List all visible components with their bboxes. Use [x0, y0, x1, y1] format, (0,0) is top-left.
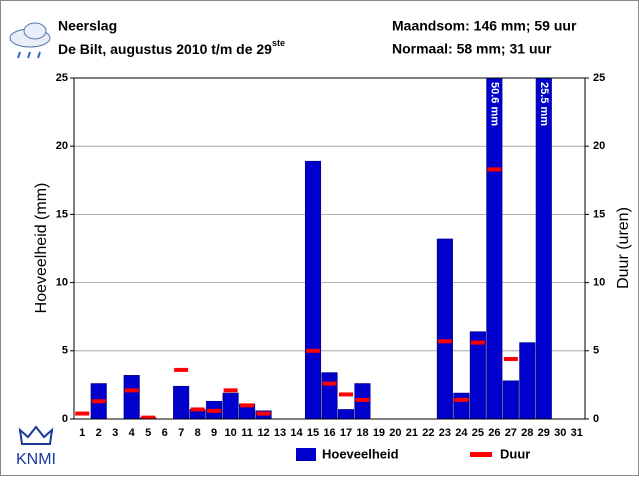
x-tick-label: 5	[145, 427, 151, 439]
duration-marker	[207, 408, 222, 413]
y2-tick-label: 0	[593, 413, 599, 425]
y-axis-title: Hoeveelheid (mm)	[33, 183, 50, 314]
x-tick-label: 21	[406, 427, 418, 439]
subtitle-text: De Bilt, augustus 2010 t/m de 29	[58, 41, 272, 57]
bar	[337, 409, 355, 419]
bar	[173, 385, 190, 419]
bar	[123, 375, 140, 419]
duration-marker	[256, 411, 271, 416]
duration-marker	[338, 392, 353, 397]
duration-marker	[322, 381, 337, 386]
x-tick-label: 15	[307, 427, 319, 439]
duration-marker	[75, 411, 90, 416]
summary-month: Maandsom: 146 mm; 59 uur	[392, 18, 577, 34]
duration-marker	[91, 399, 106, 404]
x-tick-label: 8	[195, 427, 201, 439]
x-tick-label: 1	[79, 427, 85, 439]
summary-normal: Normaal: 58 mm; 31 uur	[392, 41, 552, 57]
y2-axis-title: Duur (uren)	[615, 207, 632, 289]
x-tick-label: 22	[422, 427, 434, 439]
duration-marker	[470, 340, 485, 345]
x-tick-label: 29	[538, 427, 550, 439]
x-tick-label: 6	[162, 427, 168, 439]
x-tick-label: 16	[323, 427, 335, 439]
y-tick-label: 25	[56, 72, 68, 84]
duration-marker	[223, 388, 238, 393]
y-tick-label: 15	[56, 208, 68, 220]
x-tick-label: 24	[455, 427, 468, 439]
x-tick-label: 27	[505, 427, 517, 439]
x-tick-label: 11	[241, 427, 253, 439]
bar	[502, 380, 519, 419]
x-tick-label: 30	[554, 427, 566, 439]
chart-subtitle: De Bilt, augustus 2010 t/m de 29ste	[58, 38, 285, 56]
logo-text: KNMI	[16, 451, 56, 468]
y2-tick-label: 10	[593, 277, 605, 289]
bar	[469, 331, 486, 419]
x-tick-label: 20	[389, 427, 401, 439]
duration-marker	[174, 367, 189, 372]
x-tick-label: 17	[340, 427, 352, 439]
duration-marker	[240, 403, 255, 408]
x-tick-label: 4	[129, 427, 136, 439]
bar	[436, 238, 453, 419]
x-tick-label: 9	[211, 427, 217, 439]
bar	[453, 392, 470, 419]
bar	[486, 78, 503, 419]
legend-swatch	[296, 448, 316, 461]
duration-marker	[141, 415, 156, 419]
duration-marker	[124, 388, 139, 393]
bar	[519, 342, 536, 419]
x-tick-label: 2	[96, 427, 102, 439]
y2-tick-label: 15	[593, 208, 605, 220]
y2-tick-label: 5	[593, 345, 599, 357]
y2-tick-label: 20	[593, 140, 605, 152]
x-tick-label: 23	[439, 427, 451, 439]
y-tick-label: 20	[56, 140, 68, 152]
bar-value-label: 50.6 mm	[488, 82, 500, 126]
duration-marker	[437, 339, 452, 344]
x-tick-label: 25	[472, 427, 484, 439]
chart-title: Neerslag	[58, 18, 117, 34]
bar	[304, 160, 322, 419]
plot-frame	[73, 77, 586, 420]
x-tick-label: 28	[521, 427, 533, 439]
subtitle-sup: ste	[272, 38, 285, 48]
legend-label: Duur	[500, 446, 530, 461]
duration-marker	[503, 356, 518, 361]
rain-icon	[9, 22, 51, 59]
legend-swatch	[470, 452, 492, 457]
y-tick-label: 0	[62, 413, 68, 425]
duration-marker	[487, 167, 502, 172]
x-tick-label: 14	[290, 427, 303, 439]
x-tick-label: 7	[178, 427, 184, 439]
bar	[222, 392, 239, 419]
x-tick-label: 31	[571, 427, 583, 439]
x-tick-label: 18	[356, 427, 368, 439]
y2-tick-label: 25	[593, 72, 605, 84]
x-tick-label: 12	[257, 427, 269, 439]
plot-area	[75, 78, 552, 419]
bar	[535, 78, 552, 419]
y-tick-label: 5	[62, 345, 68, 357]
knmi-logo: KNMI	[16, 425, 56, 468]
duration-marker	[454, 397, 469, 402]
duration-marker	[190, 407, 205, 412]
duration-marker	[306, 348, 321, 353]
x-tick-label: 10	[224, 427, 236, 439]
legend-label: Hoeveelheid	[322, 446, 399, 461]
duration-marker	[355, 397, 370, 402]
x-tick-label: 3	[112, 427, 118, 439]
x-tick-label: 13	[274, 427, 286, 439]
x-tick-label: 19	[373, 427, 385, 439]
y-tick-label: 10	[56, 277, 68, 289]
x-tick-label: 26	[488, 427, 500, 439]
bar-value-label: 25.5 mm	[538, 82, 550, 126]
bar	[321, 372, 338, 419]
